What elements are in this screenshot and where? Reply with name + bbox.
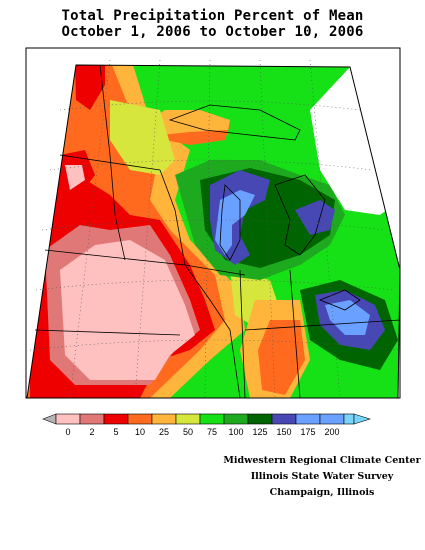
great-lakes — [168, 104, 361, 311]
map-title-line2: October 1, 2006 to October 10, 2006 — [61, 24, 364, 40]
legend-tick: 0 — [65, 427, 71, 437]
state-boundaries — [34, 64, 401, 399]
legend-tick: 10 — [134, 427, 145, 437]
credit-location: Champaign, Illinois — [269, 487, 375, 498]
legend-tick: 100 — [228, 427, 244, 437]
legend-arrow-left — [42, 413, 57, 425]
map-contours — [27, 65, 400, 398]
legend-arrow-right — [353, 413, 372, 425]
legend-tick: 2 — [89, 427, 95, 437]
legend-tick: 150 — [276, 427, 292, 437]
credit-center: Midwestern Regional Climate Center — [223, 455, 421, 466]
credit-survey: Illinois State Water Survey — [250, 471, 394, 482]
legend-tick: 50 — [182, 427, 193, 437]
map-title-line1: Total Precipitation Percent of Mean — [61, 8, 364, 24]
legend-tick: 125 — [252, 427, 268, 437]
legend-tick: 75 — [206, 427, 217, 437]
legend-colorbar — [42, 413, 372, 425]
legend-tick: 25 — [158, 427, 169, 437]
legend-tick: 5 — [113, 427, 119, 437]
legend-tick: 175 — [300, 427, 316, 437]
graticule — [29, 59, 401, 399]
legend-tick: 200 — [324, 427, 340, 437]
